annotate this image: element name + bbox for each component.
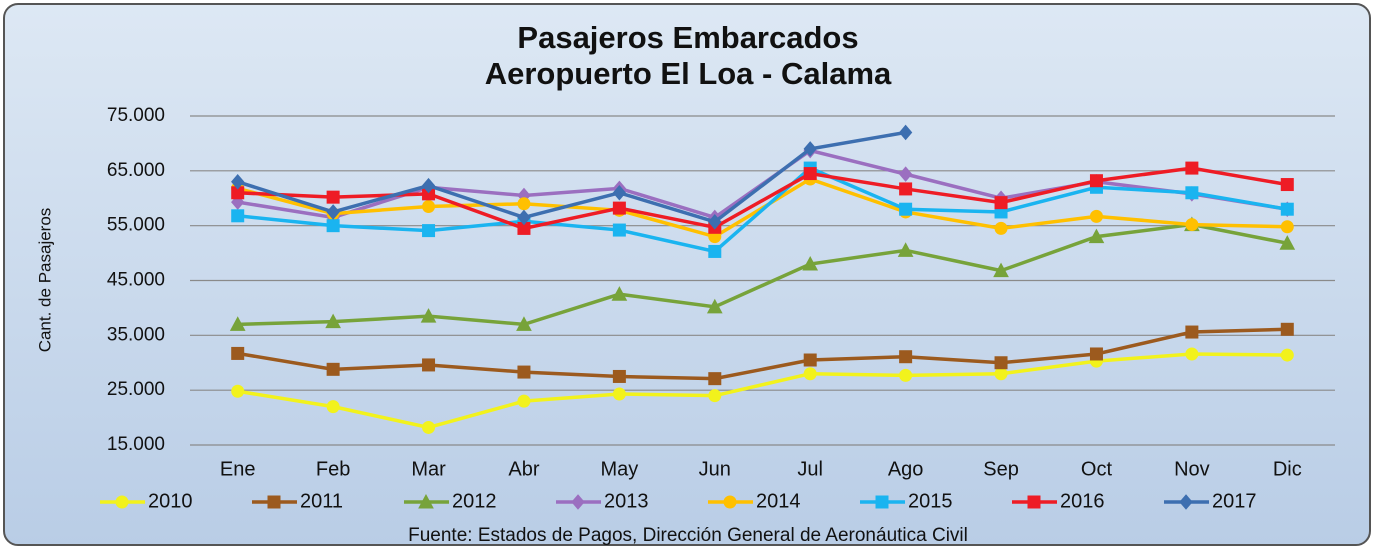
legend-label: 2015: [908, 490, 953, 512]
data-point: [1186, 187, 1198, 199]
data-point: [1090, 348, 1102, 360]
data-point: [613, 202, 625, 214]
data-point: [327, 363, 339, 375]
legend-label: 2017: [1212, 490, 1257, 512]
x-tick-label: Dic: [1273, 458, 1302, 480]
x-tick-label: Jul: [797, 458, 823, 480]
data-point: [232, 347, 244, 359]
x-tick-label: Mar: [411, 458, 446, 480]
data-point: [1186, 162, 1198, 174]
data-point: [804, 168, 816, 180]
data-point: [900, 183, 912, 195]
data-point: [1186, 326, 1198, 338]
data-point: [518, 366, 530, 378]
data-point: [900, 203, 912, 215]
legend-marker: [876, 496, 888, 508]
data-point: [1281, 323, 1293, 335]
data-point: [518, 198, 530, 210]
legend-label: 2014: [756, 490, 801, 512]
x-tick-label: May: [600, 458, 638, 480]
data-point: [232, 385, 244, 397]
data-point: [613, 388, 625, 400]
data-point: [327, 191, 339, 203]
legend-marker: [724, 496, 736, 508]
data-point: [1186, 219, 1198, 231]
data-point: [900, 369, 912, 381]
y-tick-label: 45.000: [107, 270, 165, 291]
data-point: [1090, 175, 1102, 187]
data-point: [613, 224, 625, 236]
y-tick-label: 25.000: [107, 379, 165, 400]
data-point: [1281, 349, 1293, 361]
data-point: [1090, 210, 1102, 222]
y-tick-label: 75.000: [107, 105, 165, 126]
data-point: [613, 370, 625, 382]
legend-label: 2012: [452, 490, 497, 512]
data-point: [423, 359, 435, 371]
data-point: [995, 368, 1007, 380]
data-point: [995, 357, 1007, 369]
chart: Pasajeros Embarcados Aeropuerto El Loa -…: [0, 0, 1375, 549]
x-tick-label: Ago: [888, 458, 924, 480]
data-point: [995, 222, 1007, 234]
data-point: [232, 210, 244, 222]
data-point: [804, 354, 816, 366]
legend-label: 2011: [300, 490, 343, 512]
y-tick-label: 35.000: [107, 324, 165, 345]
source-note: Fuente: Estados de Pagos, Dirección Gene…: [408, 525, 968, 546]
data-point: [709, 373, 721, 385]
data-point: [709, 390, 721, 402]
x-tick-label: Ene: [220, 458, 256, 480]
x-tick-label: Abr: [508, 458, 539, 480]
legend-label: 2013: [604, 490, 649, 512]
legend-marker: [116, 496, 128, 508]
data-point: [900, 351, 912, 363]
data-point: [995, 197, 1007, 209]
data-point: [423, 200, 435, 212]
data-point: [1281, 203, 1293, 215]
legend-marker: [1028, 496, 1040, 508]
data-point: [327, 220, 339, 232]
legend-label: 2016: [1060, 490, 1105, 512]
legend-label: 2010: [148, 490, 193, 512]
data-point: [1281, 179, 1293, 191]
legend-marker: [268, 496, 280, 508]
page: Pasajeros Embarcados Aeropuerto El Loa -…: [0, 0, 1375, 549]
x-tick-label: Oct: [1081, 458, 1113, 480]
data-point: [709, 245, 721, 257]
chart-title: Pasajeros Embarcados: [517, 20, 858, 55]
x-tick-label: Nov: [1174, 458, 1210, 480]
data-point: [518, 395, 530, 407]
y-axis-label: Cant. de Pasajeros: [35, 208, 54, 353]
y-tick-label: 55.000: [107, 215, 165, 236]
data-point: [327, 401, 339, 413]
data-point: [1186, 348, 1198, 360]
data-point: [804, 368, 816, 380]
x-tick-label: Sep: [983, 458, 1019, 480]
x-tick-label: Jun: [699, 458, 731, 480]
data-point: [423, 421, 435, 433]
data-point: [1281, 221, 1293, 233]
x-tick-label: Feb: [316, 458, 350, 480]
chart-subtitle: Aeropuerto El Loa - Calama: [485, 56, 892, 91]
y-tick-label: 15.000: [107, 434, 165, 455]
data-point: [423, 225, 435, 237]
y-tick-label: 65.000: [107, 160, 165, 181]
